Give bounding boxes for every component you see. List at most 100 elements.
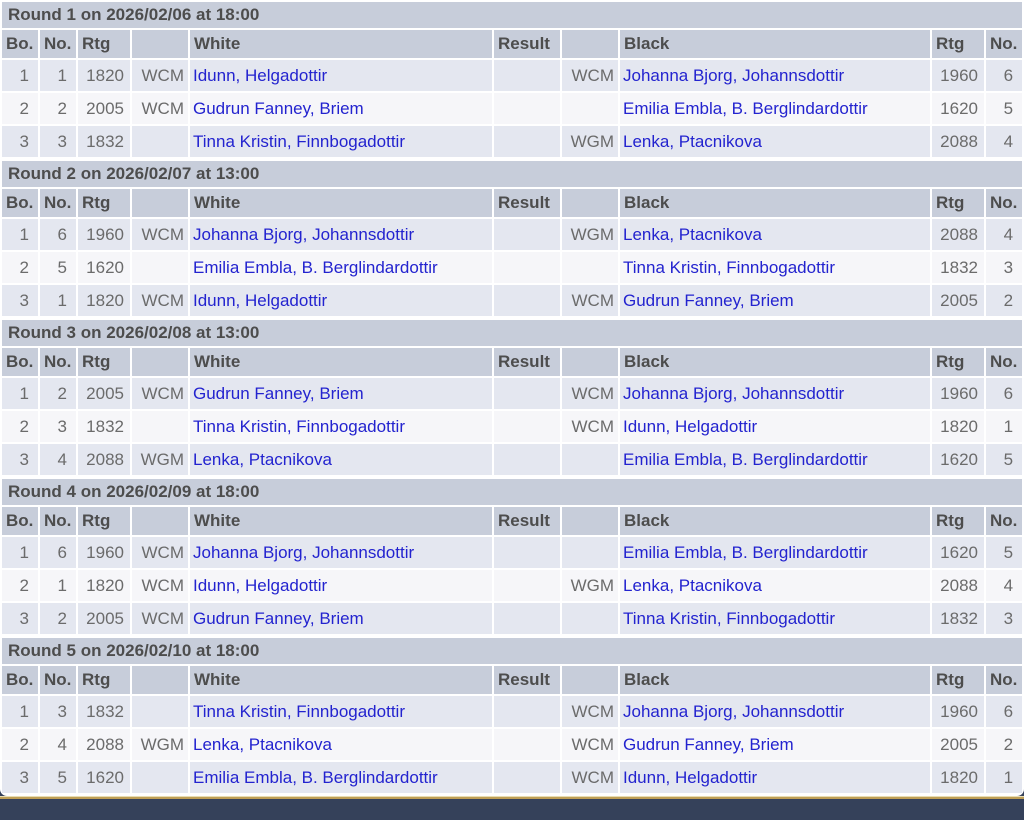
column-header-rating: Rtg xyxy=(78,666,130,694)
column-header-black-no: No. xyxy=(986,507,1023,535)
white-player-link[interactable]: Gudrun Fanney, Briem xyxy=(190,93,492,124)
white-player-link[interactable]: Idunn, Helgadottir xyxy=(190,60,492,91)
white-player-link[interactable]: Idunn, Helgadottir xyxy=(190,285,492,316)
round-header: Round 2 on 2026/02/07 at 13:00 xyxy=(2,161,1023,187)
black-title-cell: WGM xyxy=(562,126,618,157)
white-player-link[interactable]: Tinna Kristin, Finnbogadottir xyxy=(190,411,492,442)
white-rating-cell: 1960 xyxy=(78,219,130,250)
board-cell: 3 xyxy=(2,285,38,316)
white-title-cell: WCM xyxy=(132,570,188,601)
black-player-link[interactable]: Emilia Embla, B. Berglindardottir xyxy=(620,93,930,124)
column-header-white-title xyxy=(132,189,188,217)
board-cell: 1 xyxy=(2,696,38,727)
black-title-cell xyxy=(562,444,618,475)
black-no-cell: 6 xyxy=(986,378,1023,409)
column-header-white: White xyxy=(190,189,492,217)
white-title-cell: WCM xyxy=(132,93,188,124)
white-player-link[interactable]: Idunn, Helgadottir xyxy=(190,570,492,601)
black-player-link[interactable]: Emilia Embla, B. Berglindardottir xyxy=(620,444,930,475)
white-player-link[interactable]: Tinna Kristin, Finnbogadottir xyxy=(190,696,492,727)
column-header-white: White xyxy=(190,666,492,694)
column-header-white: White xyxy=(190,507,492,535)
black-player-link[interactable]: Idunn, Helgadottir xyxy=(620,762,930,793)
column-header-no: No. xyxy=(40,666,76,694)
column-header-black-rating: Rtg xyxy=(932,507,984,535)
black-player-link[interactable]: Johanna Bjorg, Johannsdottir xyxy=(620,378,930,409)
column-header-white: White xyxy=(190,30,492,58)
black-player-link[interactable]: Tinna Kristin, Finnbogadottir xyxy=(620,603,930,634)
white-title-cell xyxy=(132,411,188,442)
white-no-cell: 3 xyxy=(40,411,76,442)
pairing-row: 2 5 1620 Emilia Embla, B. Berglindardott… xyxy=(2,252,1023,283)
black-player-link[interactable]: Idunn, Helgadottir xyxy=(620,411,930,442)
column-header-black-no: No. xyxy=(986,30,1023,58)
black-player-link[interactable]: Gudrun Fanney, Briem xyxy=(620,285,930,316)
black-player-link[interactable]: Tinna Kristin, Finnbogadottir xyxy=(620,252,930,283)
board-cell: 2 xyxy=(2,411,38,442)
pairing-row: 2 2 2005 WCM Gudrun Fanney, Briem Emilia… xyxy=(2,93,1023,124)
column-header-board: Bo. xyxy=(2,666,38,694)
column-header-white-title xyxy=(132,30,188,58)
pairings-panel: Round 1 on 2026/02/06 at 18:00 Bo. No. R… xyxy=(0,0,1024,796)
black-no-cell: 1 xyxy=(986,762,1023,793)
column-header-black: Black xyxy=(620,666,930,694)
column-header-rating: Rtg xyxy=(78,507,130,535)
round-header: Round 3 on 2026/02/08 at 13:00 xyxy=(2,320,1023,346)
white-title-cell: WCM xyxy=(132,219,188,250)
black-rating-cell: 2088 xyxy=(932,126,984,157)
white-player-link[interactable]: Emilia Embla, B. Berglindardottir xyxy=(190,762,492,793)
column-header-board: Bo. xyxy=(2,507,38,535)
white-player-link[interactable]: Lenka, Ptacnikova xyxy=(190,729,492,760)
column-header-white-title xyxy=(132,507,188,535)
white-no-cell: 4 xyxy=(40,729,76,760)
white-player-link[interactable]: Gudrun Fanney, Briem xyxy=(190,378,492,409)
black-player-link[interactable]: Lenka, Ptacnikova xyxy=(620,219,930,250)
black-player-link[interactable]: Emilia Embla, B. Berglindardottir xyxy=(620,537,930,568)
black-rating-cell: 1832 xyxy=(932,603,984,634)
column-header-result: Result xyxy=(494,348,560,376)
result-cell xyxy=(494,411,560,442)
column-header-white-title xyxy=(132,348,188,376)
white-rating-cell: 2088 xyxy=(78,729,130,760)
column-header-no: No. xyxy=(40,189,76,217)
black-no-cell: 1 xyxy=(986,411,1023,442)
black-player-link[interactable]: Lenka, Ptacnikova xyxy=(620,126,930,157)
board-cell: 2 xyxy=(2,252,38,283)
white-player-link[interactable]: Gudrun Fanney, Briem xyxy=(190,603,492,634)
board-cell: 3 xyxy=(2,762,38,793)
black-player-link[interactable]: Gudrun Fanney, Briem xyxy=(620,729,930,760)
column-header-no: No. xyxy=(40,30,76,58)
black-title-cell xyxy=(562,603,618,634)
black-rating-cell: 1820 xyxy=(932,411,984,442)
column-header-black-rating: Rtg xyxy=(932,30,984,58)
result-cell xyxy=(494,537,560,568)
white-rating-cell: 1960 xyxy=(78,537,130,568)
white-player-link[interactable]: Tinna Kristin, Finnbogadottir xyxy=(190,126,492,157)
white-title-cell xyxy=(132,126,188,157)
black-player-link[interactable]: Johanna Bjorg, Johannsdottir xyxy=(620,60,930,91)
column-header-black: Black xyxy=(620,507,930,535)
column-header-black-title xyxy=(562,348,618,376)
black-no-cell: 5 xyxy=(986,444,1023,475)
column-header-black-title xyxy=(562,30,618,58)
white-player-link[interactable]: Johanna Bjorg, Johannsdottir xyxy=(190,537,492,568)
white-no-cell: 1 xyxy=(40,285,76,316)
board-cell: 2 xyxy=(2,729,38,760)
white-player-link[interactable]: Lenka, Ptacnikova xyxy=(190,444,492,475)
white-title-cell xyxy=(132,252,188,283)
result-cell xyxy=(494,570,560,601)
black-rating-cell: 1960 xyxy=(932,378,984,409)
black-player-link[interactable]: Johanna Bjorg, Johannsdottir xyxy=(620,696,930,727)
white-player-link[interactable]: Johanna Bjorg, Johannsdottir xyxy=(190,219,492,250)
white-player-link[interactable]: Emilia Embla, B. Berglindardottir xyxy=(190,252,492,283)
white-rating-cell: 2005 xyxy=(78,93,130,124)
white-no-cell: 5 xyxy=(40,762,76,793)
round-pairings-table: Round 1 on 2026/02/06 at 18:00 Bo. No. R… xyxy=(0,0,1024,159)
black-player-link[interactable]: Lenka, Ptacnikova xyxy=(620,570,930,601)
black-title-cell: WCM xyxy=(562,696,618,727)
white-title-cell: WCM xyxy=(132,537,188,568)
result-cell xyxy=(494,93,560,124)
black-no-cell: 2 xyxy=(986,285,1023,316)
black-rating-cell: 1960 xyxy=(932,696,984,727)
black-rating-cell: 2088 xyxy=(932,570,984,601)
